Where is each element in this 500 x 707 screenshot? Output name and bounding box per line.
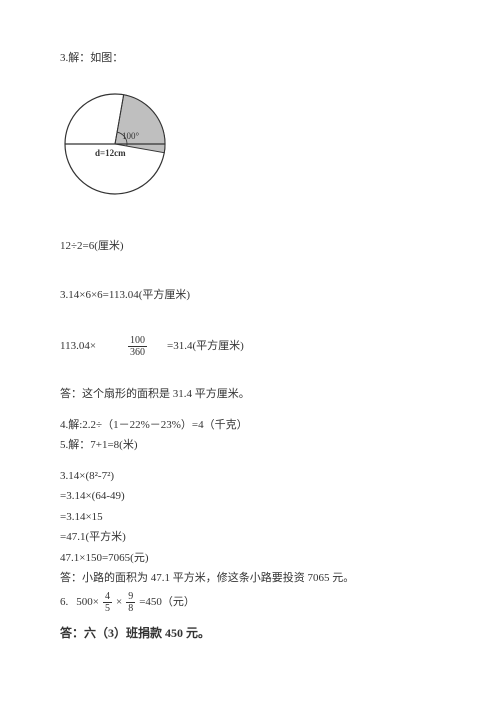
q6-equation: 6. 500× 4 5 × 9 8 =450（元） [60,591,440,614]
q3-step3-prefix: 113.04× [60,338,96,355]
spacer [60,307,440,335]
q5-l2: 3.14×(8²-7²) [60,468,440,485]
q3-answer: 答：这个扇形的面积是 31.4 平方厘米。 [60,386,440,403]
q6-answer: 答：六（3）班捐款 450 元。 [60,624,440,642]
q3-heading: 3.解：如图： [60,50,440,67]
frac-num: 4 [103,591,112,603]
q3-step1: 12÷2=6(厘米) [60,238,440,255]
frac-den: 5 [103,603,112,614]
frac-num: 100 [128,335,147,347]
spacer [60,259,440,287]
diameter-label: d=12cm [95,148,126,158]
q6-frac2: 9 8 [126,591,135,614]
q3-step3-suffix: =31.4(平方厘米) [167,338,244,355]
q6-frac1: 4 5 [103,591,112,614]
spacer [60,614,440,624]
q5-l4: =3.14×15 [60,509,440,526]
circle-svg: 100° d=12cm [60,89,180,201]
frac-den: 8 [126,603,135,614]
q6-c: =450（元） [139,594,195,611]
circle-figure: 100° d=12cm [60,89,440,207]
q3-step3: 113.04× 100 360 =31.4(平方厘米) [60,335,440,358]
angle-label: 100° [122,131,140,141]
frac-den: 360 [128,347,147,358]
spacer [60,218,440,238]
spacer [60,458,440,468]
q6-a: 500× [76,594,99,611]
q3-step2: 3.14×6×6=113.04(平方厘米) [60,287,440,304]
q5-l1: 5.解：7+1=8(米) [60,437,440,454]
spacer [60,358,440,386]
q4-line: 4.解:2.2÷（1－22%－23%）=4（千克） [60,417,440,434]
spacer [60,71,440,81]
q5-l5: =47.1(平方米) [60,529,440,546]
q6-b: × [116,594,122,611]
spacer [60,407,440,417]
frac-num: 9 [126,591,135,603]
q5-l6: 47.1×150=7065(元) [60,550,440,567]
q3-fraction: 100 360 [128,335,147,358]
q5-l3: =3.14×(64-49) [60,488,440,505]
q5-answer: 答：小路的面积为 47.1 平方米，修这条小路要投资 7065 元。 [60,570,440,587]
q6-prefix: 6. [60,594,68,611]
